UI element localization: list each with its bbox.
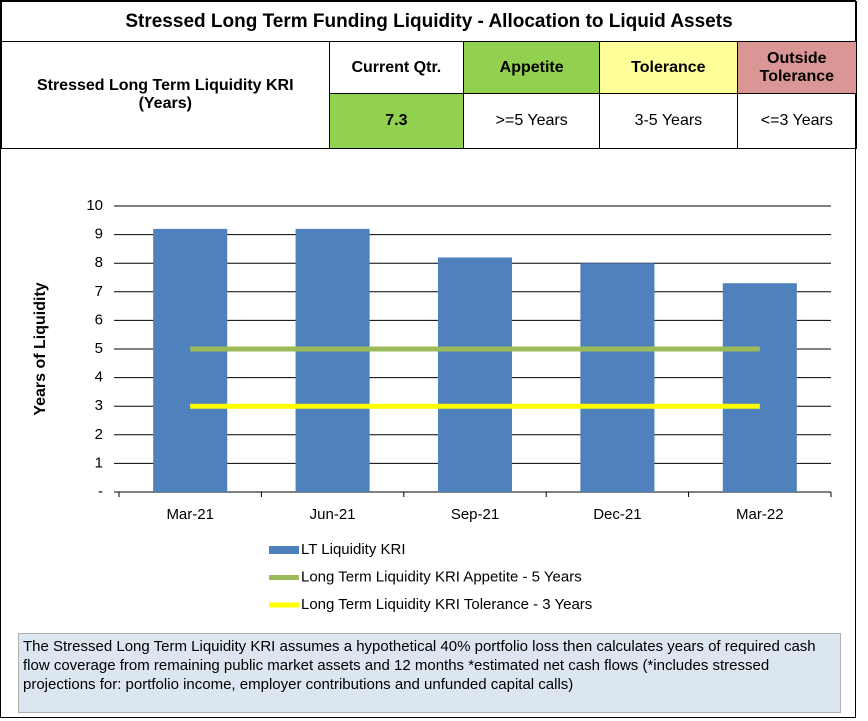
value-cell: 7.3 [328,93,465,149]
value-cell: 3-5 Years [599,93,738,149]
chart: Years of Liquidity - 1 2 3 4 5 6 7 8 9 10 Mar-21 Jun… [32,197,832,613]
table-title: Stressed Long Term Funding Liquidity - A… [1,1,857,42]
x-tick-label: Jun-21 [310,506,356,523]
y-tick-label: 7 [95,283,103,300]
y-axis-label: Years of Liquidity [32,282,49,415]
header-cell: Appetite [463,41,601,94]
bar [437,257,513,492]
header-cell: Current Qtr. [328,41,465,94]
bar [295,228,370,492]
legend-label: Long Term Liquidity KRI Tolerance - 3 Ye… [301,596,592,613]
legend-label: LT Liquidity KRI [301,541,406,558]
y-tick-label: 4 [95,369,103,386]
y-tick-label: 1 [95,454,103,471]
header-cell: Outside Tolerance [736,41,858,94]
y-tick-label: 9 [95,226,103,243]
bar [722,283,797,492]
y-tick-label: 5 [95,340,103,357]
x-tick-label: Dec-21 [593,506,641,523]
y-tick-label: 2 [95,426,103,443]
x-tick-label: Sep-21 [451,506,499,523]
legend-label: Long Term Liquidity KRI Appetite - 5 Yea… [301,568,582,585]
value-cell: <=3 Years [736,93,858,149]
y-tick-label: 3 [95,397,103,414]
x-tick-label: Mar-21 [166,506,214,523]
bar [580,263,655,492]
y-tick-label: 10 [86,197,103,214]
value-cell: >=5 Years [463,93,601,149]
bar [153,228,228,492]
header-cell: Tolerance [599,41,738,94]
x-tick-label: Mar-22 [736,506,784,523]
y-tick-label: 6 [95,311,103,328]
row-label: Stressed Long Term Liquidity KRI (Years) [1,41,330,149]
y-tick-label: - [98,483,103,500]
legend-swatch [269,546,299,554]
y-tick-label: 8 [95,254,103,271]
kri-table: Stressed Long Term Funding Liquidity - A… [1,1,858,149]
footnote: The Stressed Long Term Liquidity KRI ass… [18,633,841,713]
